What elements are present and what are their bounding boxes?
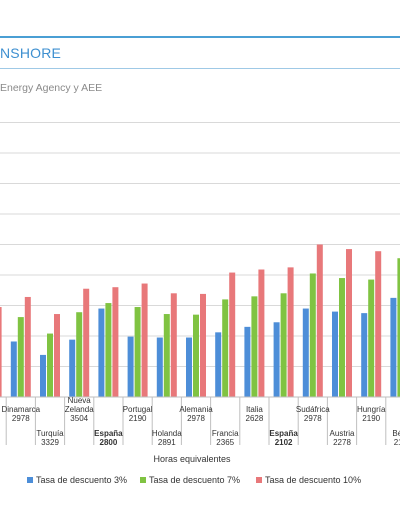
tick-label-hours: 2978 [187,414,205,423]
bar-rate3-12 [332,311,338,397]
legend-label: Tasa de descuento 3% [36,475,127,485]
bar-rate7-8 [222,299,229,397]
legend-swatch [140,477,146,483]
bar-rate10-6 [170,293,177,397]
bars [0,244,400,397]
tick-label-name: Bélg [392,429,400,438]
tick-label-name: Hungría [357,405,386,414]
tick-label-name: Alemania [179,405,213,414]
bar-rate10-13 [375,251,382,397]
bar-rate10-11 [316,244,323,397]
legend: Tasa de descuento 3% Tasa de descuento 7%… [27,475,361,485]
tick-label-name: Nueva [68,396,92,405]
bar-rate10-2 [54,314,60,397]
bar-rate3-11 [302,308,309,397]
bar-rate7-13 [368,279,375,397]
legend-swatch [27,477,33,483]
tick-label-name: Portugal [123,405,153,414]
tick-label-name: España [269,429,298,438]
tick-label-name: Francia [212,429,239,438]
bar-rate3-7 [186,337,192,397]
bar-rate3-14 [390,297,397,397]
bar-rate7-7 [193,314,199,397]
bar-rate7-11 [309,273,316,397]
header-rule [0,36,400,38]
bar-rate10-12 [346,249,352,397]
bar-rate7-4 [105,303,112,397]
bar-rate7-12 [339,278,345,397]
tick-label-name: Dinamarca [1,405,40,414]
bar-rate3-13 [361,313,368,397]
bar-rate10-0 [0,307,2,397]
tick-label-hours: 2278 [333,438,351,447]
bar-rate7-14 [397,258,400,397]
bar-rate7-9 [251,296,258,397]
tick-label-hours: 2978 [304,414,322,423]
bar-rate10-9 [258,269,265,397]
tick-label-hours: 2628 [246,414,264,423]
tick-label-name: Turquía [36,429,64,438]
tick-label-hours: 2978 [12,414,30,423]
bar-rate7-5 [134,307,141,397]
bar-rate7-2 [47,333,53,397]
tick-label-hours: 2891 [158,438,176,447]
tick-label-hours: 2365 [216,438,234,447]
tick-label-hours: 2190 [362,414,380,423]
tick-label-name: España [94,429,123,438]
bar-rate3-6 [156,337,163,397]
bar-rate10-7 [200,293,206,397]
bar-rate3-3 [69,339,76,397]
legend-label: Tasa de descuento 7% [149,475,240,485]
x-axis-title: Horas equivalentes [153,454,231,464]
bar-rate10-4 [112,287,119,397]
bar-rate10-5 [141,283,148,397]
bar-rate3-10 [273,322,280,397]
tick-label-hours: 2800 [100,438,118,447]
chart-title: NSHORE [0,45,62,61]
tick-label-hours: 2102 [275,438,293,447]
tick-label-name: Sudáfrica [296,405,330,414]
bar-rate7-10 [280,293,287,397]
bar-rate3-2 [40,354,46,397]
bar-rate10-10 [287,267,294,397]
source-note: Energy Agency y AEE [0,82,103,94]
tick-label-name: Italia [246,405,263,414]
tick-label-hours: 3504 [70,414,88,423]
bar-rate10-1 [24,296,31,397]
tick-label-hours: 210 [394,438,400,447]
bar-rate3-1 [10,341,17,397]
bar-rate7-1 [17,317,24,397]
bar-rate3-4 [98,308,105,397]
bar-rate3-9 [244,326,251,397]
bar-rate10-8 [229,272,236,397]
bar-rate10-3 [83,288,90,397]
bar-rate7-6 [163,314,170,397]
bar-rate3-8 [215,332,222,397]
header-divider [0,68,400,69]
x-axis [0,396,400,445]
legend-swatch [256,477,262,483]
tick-label-name: Holanda [152,429,182,438]
x-tick-labels: na78Dinamarca2978Turquía3329NuevaZelanda… [1,396,400,447]
legend-label: Tasa de descuento 10% [265,475,361,485]
tick-label-name: Austria [330,429,355,438]
bar-rate7-3 [76,312,83,397]
tick-label-hours: 2190 [129,414,147,423]
tick-label-name: Zelanda [65,405,94,414]
tick-label-hours: 3329 [41,438,59,447]
bar-rate3-5 [127,336,134,397]
